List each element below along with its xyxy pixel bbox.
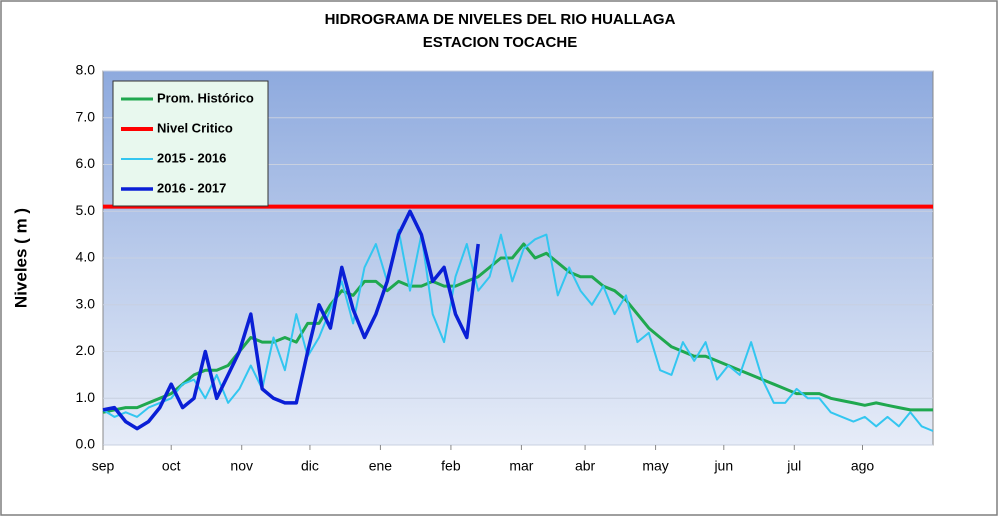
x-tick-label: mar: [509, 458, 533, 474]
x-tick-label: abr: [575, 458, 596, 474]
series-line: [102, 209, 480, 431]
y-tick-label: 0.0: [76, 436, 96, 452]
y-tick-label: 4.0: [76, 249, 96, 265]
series-line: [102, 229, 934, 432]
x-tick-label: jun: [713, 458, 733, 474]
chart-title: HIDROGRAMA DE NIVELES DEL RIO HUALLAGA: [325, 11, 676, 28]
y-tick-label: 7.0: [76, 108, 96, 124]
x-tick-label: dic: [301, 458, 319, 474]
legend-label: Prom. Histórico: [157, 90, 254, 105]
x-tick-label: oct: [162, 458, 181, 474]
x-tick-label: may: [642, 458, 668, 474]
legend-label: 2016 - 2017: [157, 180, 226, 195]
x-tick-label: nov: [230, 458, 253, 474]
y-tick-label: 6.0: [76, 155, 96, 171]
x-tick-label: ago: [851, 458, 875, 474]
legend-box: [112, 80, 269, 207]
x-tick-label: jul: [786, 458, 801, 474]
legend-label: Nivel Critico: [157, 120, 233, 135]
y-tick-label: 2.0: [76, 342, 96, 358]
legend-label: 2015 - 2016: [157, 150, 226, 165]
y-axis-label: Niveles ( m ): [11, 208, 30, 308]
y-tick-label: 8.0: [76, 62, 96, 78]
y-tick-label: 5.0: [76, 202, 96, 218]
y-tick-label: 1.0: [76, 389, 96, 405]
y-tick-label: 3.0: [76, 295, 96, 311]
chart-subtitle: ESTACION TOCACHE: [423, 34, 577, 51]
x-tick-label: ene: [369, 458, 393, 474]
x-tick-label: sep: [92, 458, 115, 474]
x-tick-label: feb: [441, 458, 461, 474]
